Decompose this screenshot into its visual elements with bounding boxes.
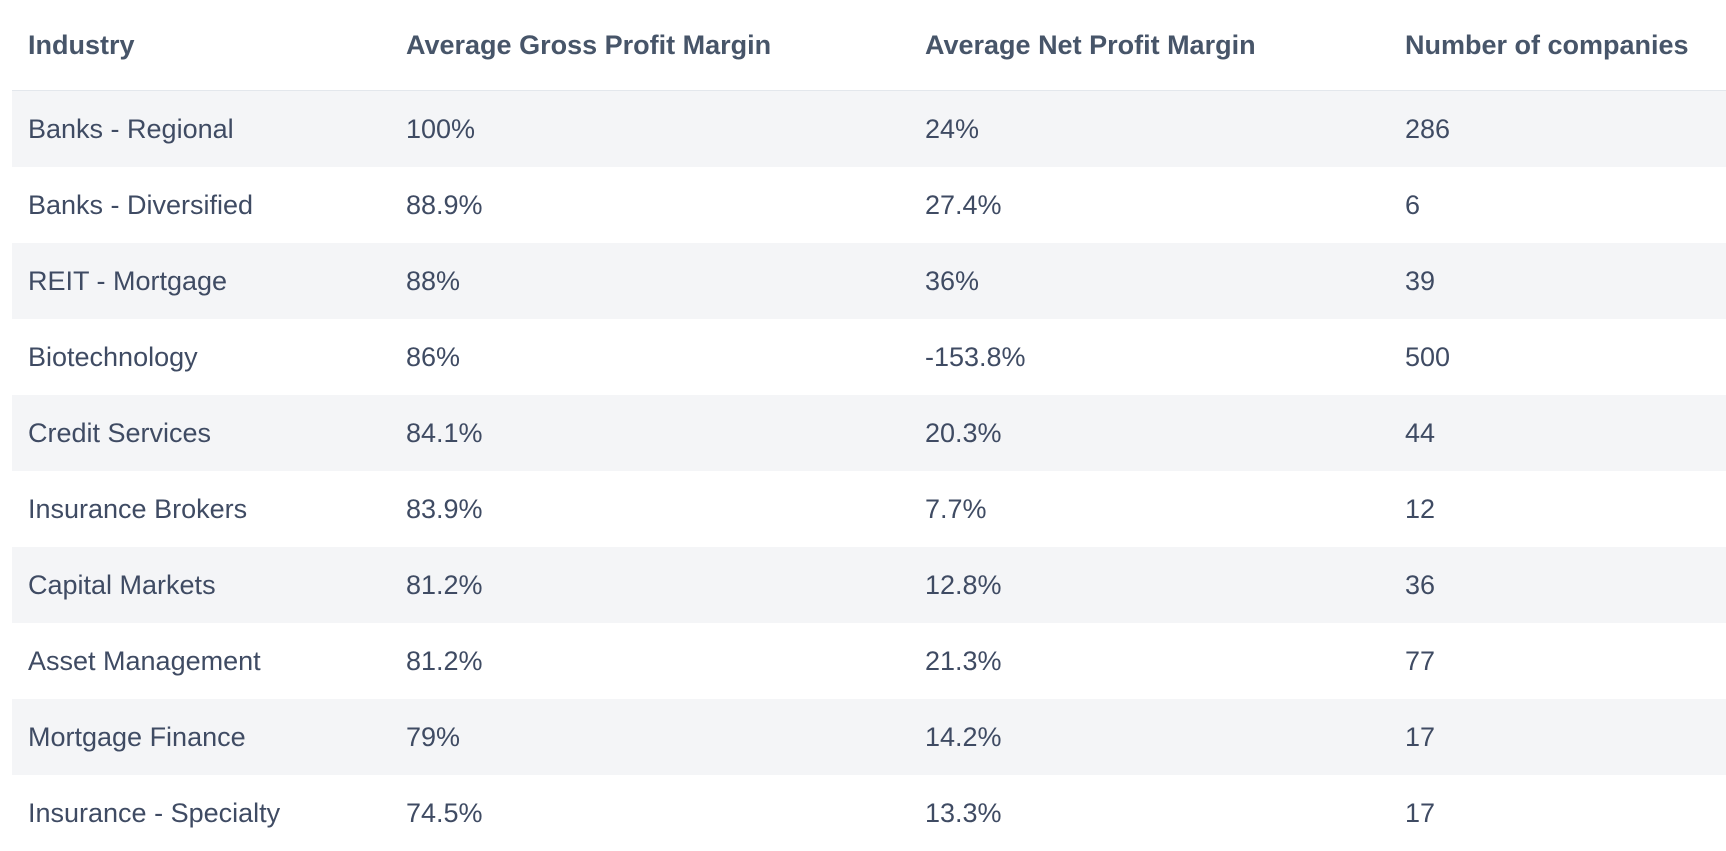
table-row: Biotechnology 86% -153.8% 500 [12,319,1726,395]
cell-company-count: 500 [1389,319,1726,395]
header-number-of-companies[interactable]: Number of companies [1389,0,1726,91]
cell-industry: Capital Markets [12,547,390,623]
cell-gross-margin: 79% [390,699,909,775]
cell-industry: Mortgage Finance [12,699,390,775]
cell-company-count: 39 [1389,243,1726,319]
industry-margins-table-container: Industry Average Gross Profit Margin Ave… [12,0,1726,851]
cell-gross-margin: 88.9% [390,167,909,243]
header-industry[interactable]: Industry [12,0,390,91]
cell-gross-margin: 84.1% [390,395,909,471]
table-row: Banks - Regional 100% 24% 286 [12,91,1726,168]
table-row: Banks - Diversified 88.9% 27.4% 6 [12,167,1726,243]
cell-industry: REIT - Mortgage [12,243,390,319]
cell-net-margin: 36% [909,243,1389,319]
table-header: Industry Average Gross Profit Margin Ave… [12,0,1726,91]
cell-gross-margin: 88% [390,243,909,319]
cell-industry: Banks - Regional [12,91,390,168]
header-row: Industry Average Gross Profit Margin Ave… [12,0,1726,91]
cell-industry: Biotechnology [12,319,390,395]
cell-company-count: 17 [1389,775,1726,851]
table-row: Insurance - Specialty 74.5% 13.3% 17 [12,775,1726,851]
table-row: REIT - Mortgage 88% 36% 39 [12,243,1726,319]
cell-industry: Insurance Brokers [12,471,390,547]
header-average-net-profit-margin[interactable]: Average Net Profit Margin [909,0,1389,91]
cell-net-margin: 20.3% [909,395,1389,471]
cell-company-count: 12 [1389,471,1726,547]
cell-net-margin: 12.8% [909,547,1389,623]
cell-net-margin: 13.3% [909,775,1389,851]
cell-company-count: 6 [1389,167,1726,243]
cell-company-count: 286 [1389,91,1726,168]
cell-gross-margin: 81.2% [390,623,909,699]
cell-net-margin: 24% [909,91,1389,168]
cell-net-margin: 21.3% [909,623,1389,699]
cell-net-margin: 27.4% [909,167,1389,243]
table-row: Capital Markets 81.2% 12.8% 36 [12,547,1726,623]
cell-company-count: 17 [1389,699,1726,775]
cell-gross-margin: 100% [390,91,909,168]
cell-net-margin: 7.7% [909,471,1389,547]
cell-industry: Credit Services [12,395,390,471]
table-row: Insurance Brokers 83.9% 7.7% 12 [12,471,1726,547]
industry-margins-table: Industry Average Gross Profit Margin Ave… [12,0,1726,851]
cell-net-margin: -153.8% [909,319,1389,395]
cell-company-count: 36 [1389,547,1726,623]
cell-company-count: 44 [1389,395,1726,471]
cell-gross-margin: 86% [390,319,909,395]
cell-industry: Banks - Diversified [12,167,390,243]
table-body: Banks - Regional 100% 24% 286 Banks - Di… [12,91,1726,851]
cell-company-count: 77 [1389,623,1726,699]
cell-industry: Insurance - Specialty [12,775,390,851]
table-row: Credit Services 84.1% 20.3% 44 [12,395,1726,471]
table-row: Mortgage Finance 79% 14.2% 17 [12,699,1726,775]
cell-net-margin: 14.2% [909,699,1389,775]
table-row: Asset Management 81.2% 21.3% 77 [12,623,1726,699]
cell-gross-margin: 83.9% [390,471,909,547]
cell-industry: Asset Management [12,623,390,699]
header-average-gross-profit-margin[interactable]: Average Gross Profit Margin [390,0,909,91]
cell-gross-margin: 74.5% [390,775,909,851]
cell-gross-margin: 81.2% [390,547,909,623]
